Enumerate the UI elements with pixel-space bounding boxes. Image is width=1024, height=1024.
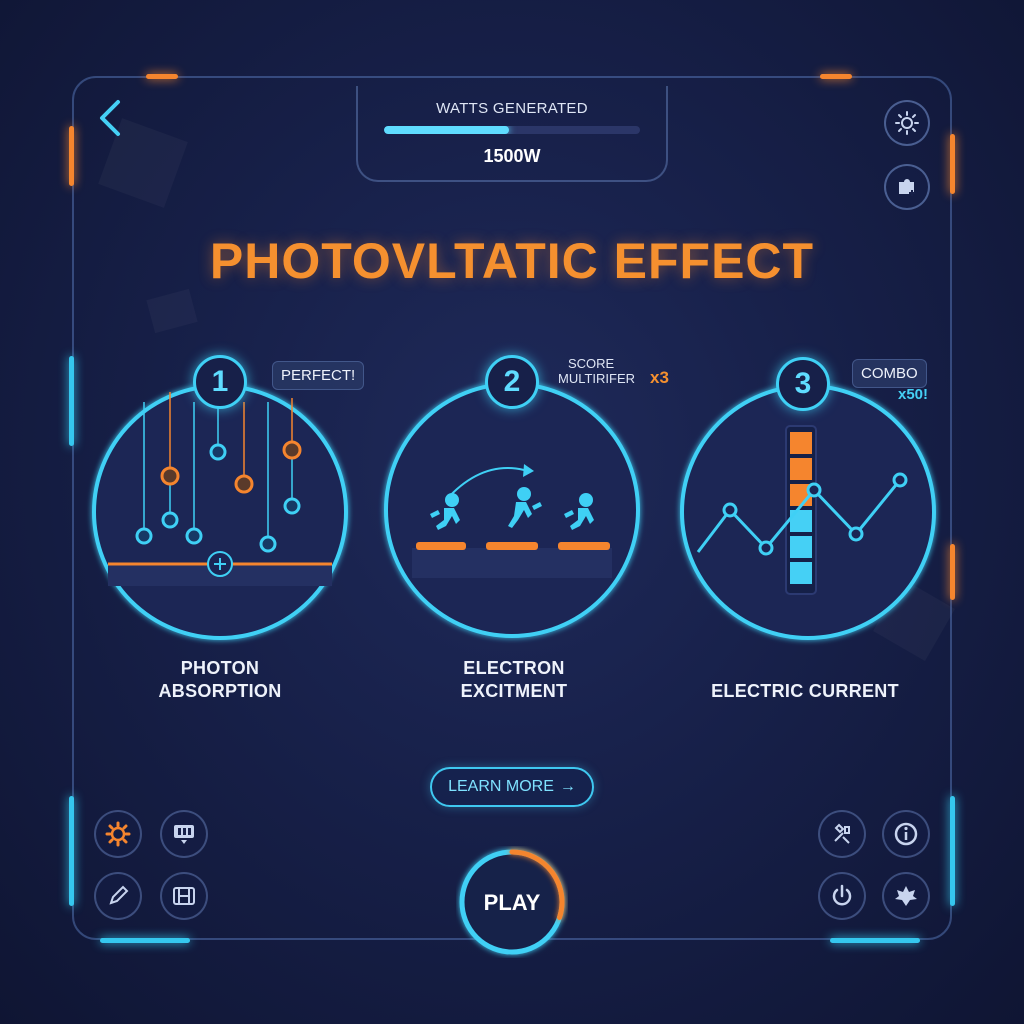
play-button[interactable]: PLAY — [456, 846, 568, 958]
play-ring — [459, 849, 565, 955]
learn-more-label: LEARN MORE — [448, 778, 554, 795]
frame-accent — [820, 74, 852, 79]
stage-1-circle — [92, 384, 348, 640]
display-button[interactable] — [160, 810, 208, 858]
play-label: PLAY — [483, 890, 541, 915]
frame-accent — [69, 126, 74, 186]
score-multiplier-tag: SCORE MULTIRIFER — [558, 356, 635, 386]
stage-3-number: 3 — [776, 357, 830, 411]
stage-3-label: ELECTRIC CURRENT — [700, 680, 910, 703]
power-button[interactable] — [818, 872, 866, 920]
learn-more-button[interactable]: LEARN MORE → — [430, 767, 594, 807]
frame-accent — [146, 74, 178, 79]
frame-accent — [830, 938, 920, 943]
watts-progress-fill — [384, 126, 510, 134]
info-button[interactable] — [882, 810, 930, 858]
watts-value: 1500W — [483, 146, 541, 166]
leaf-icon — [895, 886, 917, 906]
stage-2-label-line1: ELECTRON — [463, 658, 565, 678]
frame-accent — [69, 796, 74, 906]
watts-label: WATTS GENERATED — [436, 100, 588, 117]
settings-button[interactable] — [884, 100, 930, 146]
stage-1-label: PHOTON ABSORPTION — [130, 657, 310, 703]
perfect-tag: PERFECT! — [272, 361, 365, 390]
tools-icon — [834, 823, 850, 844]
page-title: PHOTOVLTATIC EFFECT — [209, 233, 815, 289]
puzzle-add-icon — [899, 179, 915, 196]
frame-accent — [69, 356, 74, 446]
stage-1-label-line2: ABSORPTION — [158, 681, 282, 701]
watts-panel: WATTS GENERATED 1500W — [356, 86, 668, 182]
screen-icon — [174, 825, 194, 844]
pencil-icon — [109, 885, 129, 905]
arrow-right-icon: → — [559, 778, 576, 795]
back-button[interactable] — [96, 98, 128, 138]
info-icon — [894, 822, 918, 846]
sun-settings-icon — [895, 111, 919, 135]
stage-2-label-line2: EXCITMENT — [460, 681, 568, 701]
frame-accent — [100, 938, 190, 943]
stage-2-label: ELECTRON EXCITMENT — [424, 657, 604, 703]
film-icon — [173, 887, 195, 905]
stage-3-label-line1: ELECTRIC CURRENT — [711, 681, 899, 701]
add-puzzle-button[interactable] — [884, 164, 930, 210]
combo-count: x50! — [898, 386, 929, 403]
combo-meter — [790, 432, 812, 584]
gear-icon — [105, 821, 131, 847]
eco-button[interactable] — [882, 872, 930, 920]
score-multiplier-line1: SCORE — [568, 356, 615, 371]
frame-accent — [950, 796, 955, 906]
tools-button[interactable] — [818, 810, 866, 858]
watts-progress-bar — [384, 126, 640, 134]
power-icon — [832, 884, 852, 906]
stage-1-label-line1: PHOTON — [180, 658, 260, 678]
combo-tag: COMBO — [852, 359, 927, 388]
media-button[interactable] — [160, 872, 208, 920]
frame-accent — [950, 544, 955, 600]
multiplier-value: x3 — [650, 368, 669, 387]
play-progress-arc — [509, 849, 565, 920]
score-multiplier-line2: MULTIRIFER — [558, 371, 636, 386]
edit-button[interactable] — [94, 872, 142, 920]
chevron-left-icon — [100, 100, 120, 136]
stage-3-circle — [680, 384, 936, 640]
settings-button[interactable] — [94, 810, 142, 858]
frame-accent — [950, 134, 955, 194]
stage-2-number: 2 — [485, 355, 539, 409]
stage-2-circle — [384, 382, 640, 638]
stage-1-number: 1 — [193, 355, 247, 409]
